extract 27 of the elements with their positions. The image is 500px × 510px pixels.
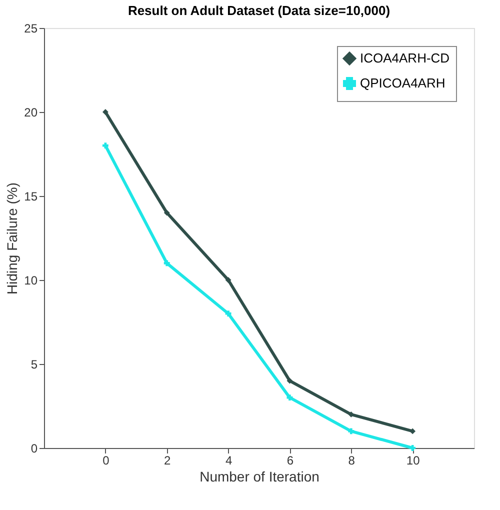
x-tick-label: 2 (164, 454, 172, 468)
y-tick-label: 10 (24, 274, 38, 288)
y-tick-label: 5 (30, 358, 38, 372)
point (225, 310, 232, 317)
point (164, 260, 170, 266)
point (286, 378, 293, 384)
point (102, 109, 108, 115)
point (225, 277, 232, 283)
y-tick-label: 0 (30, 442, 38, 456)
legend-label: ICOA4ARH-CD (360, 50, 450, 66)
y-axis-title: Hiding Failure (%) (4, 182, 20, 295)
point (410, 445, 416, 451)
legend-label: QPICOA4ARH (360, 76, 446, 90)
x-axis-title: Number of Iteration (200, 468, 320, 484)
y-tick-label: 20 (24, 106, 38, 120)
point (348, 428, 354, 434)
x-tick-label: 8 (348, 454, 356, 468)
chart-title: Result on Adult Dataset (Data size=10,000) (128, 3, 390, 18)
point (102, 142, 108, 149)
x-tick-label: 10 (406, 454, 420, 468)
x-tick-label: 6 (286, 454, 294, 468)
x-tick-label: 4 (225, 454, 232, 468)
point (286, 394, 293, 401)
point (164, 210, 170, 216)
y-tick-label: 25 (24, 22, 38, 36)
x-tick-label: 0 (102, 454, 110, 468)
y-tick-label: 15 (24, 190, 38, 204)
